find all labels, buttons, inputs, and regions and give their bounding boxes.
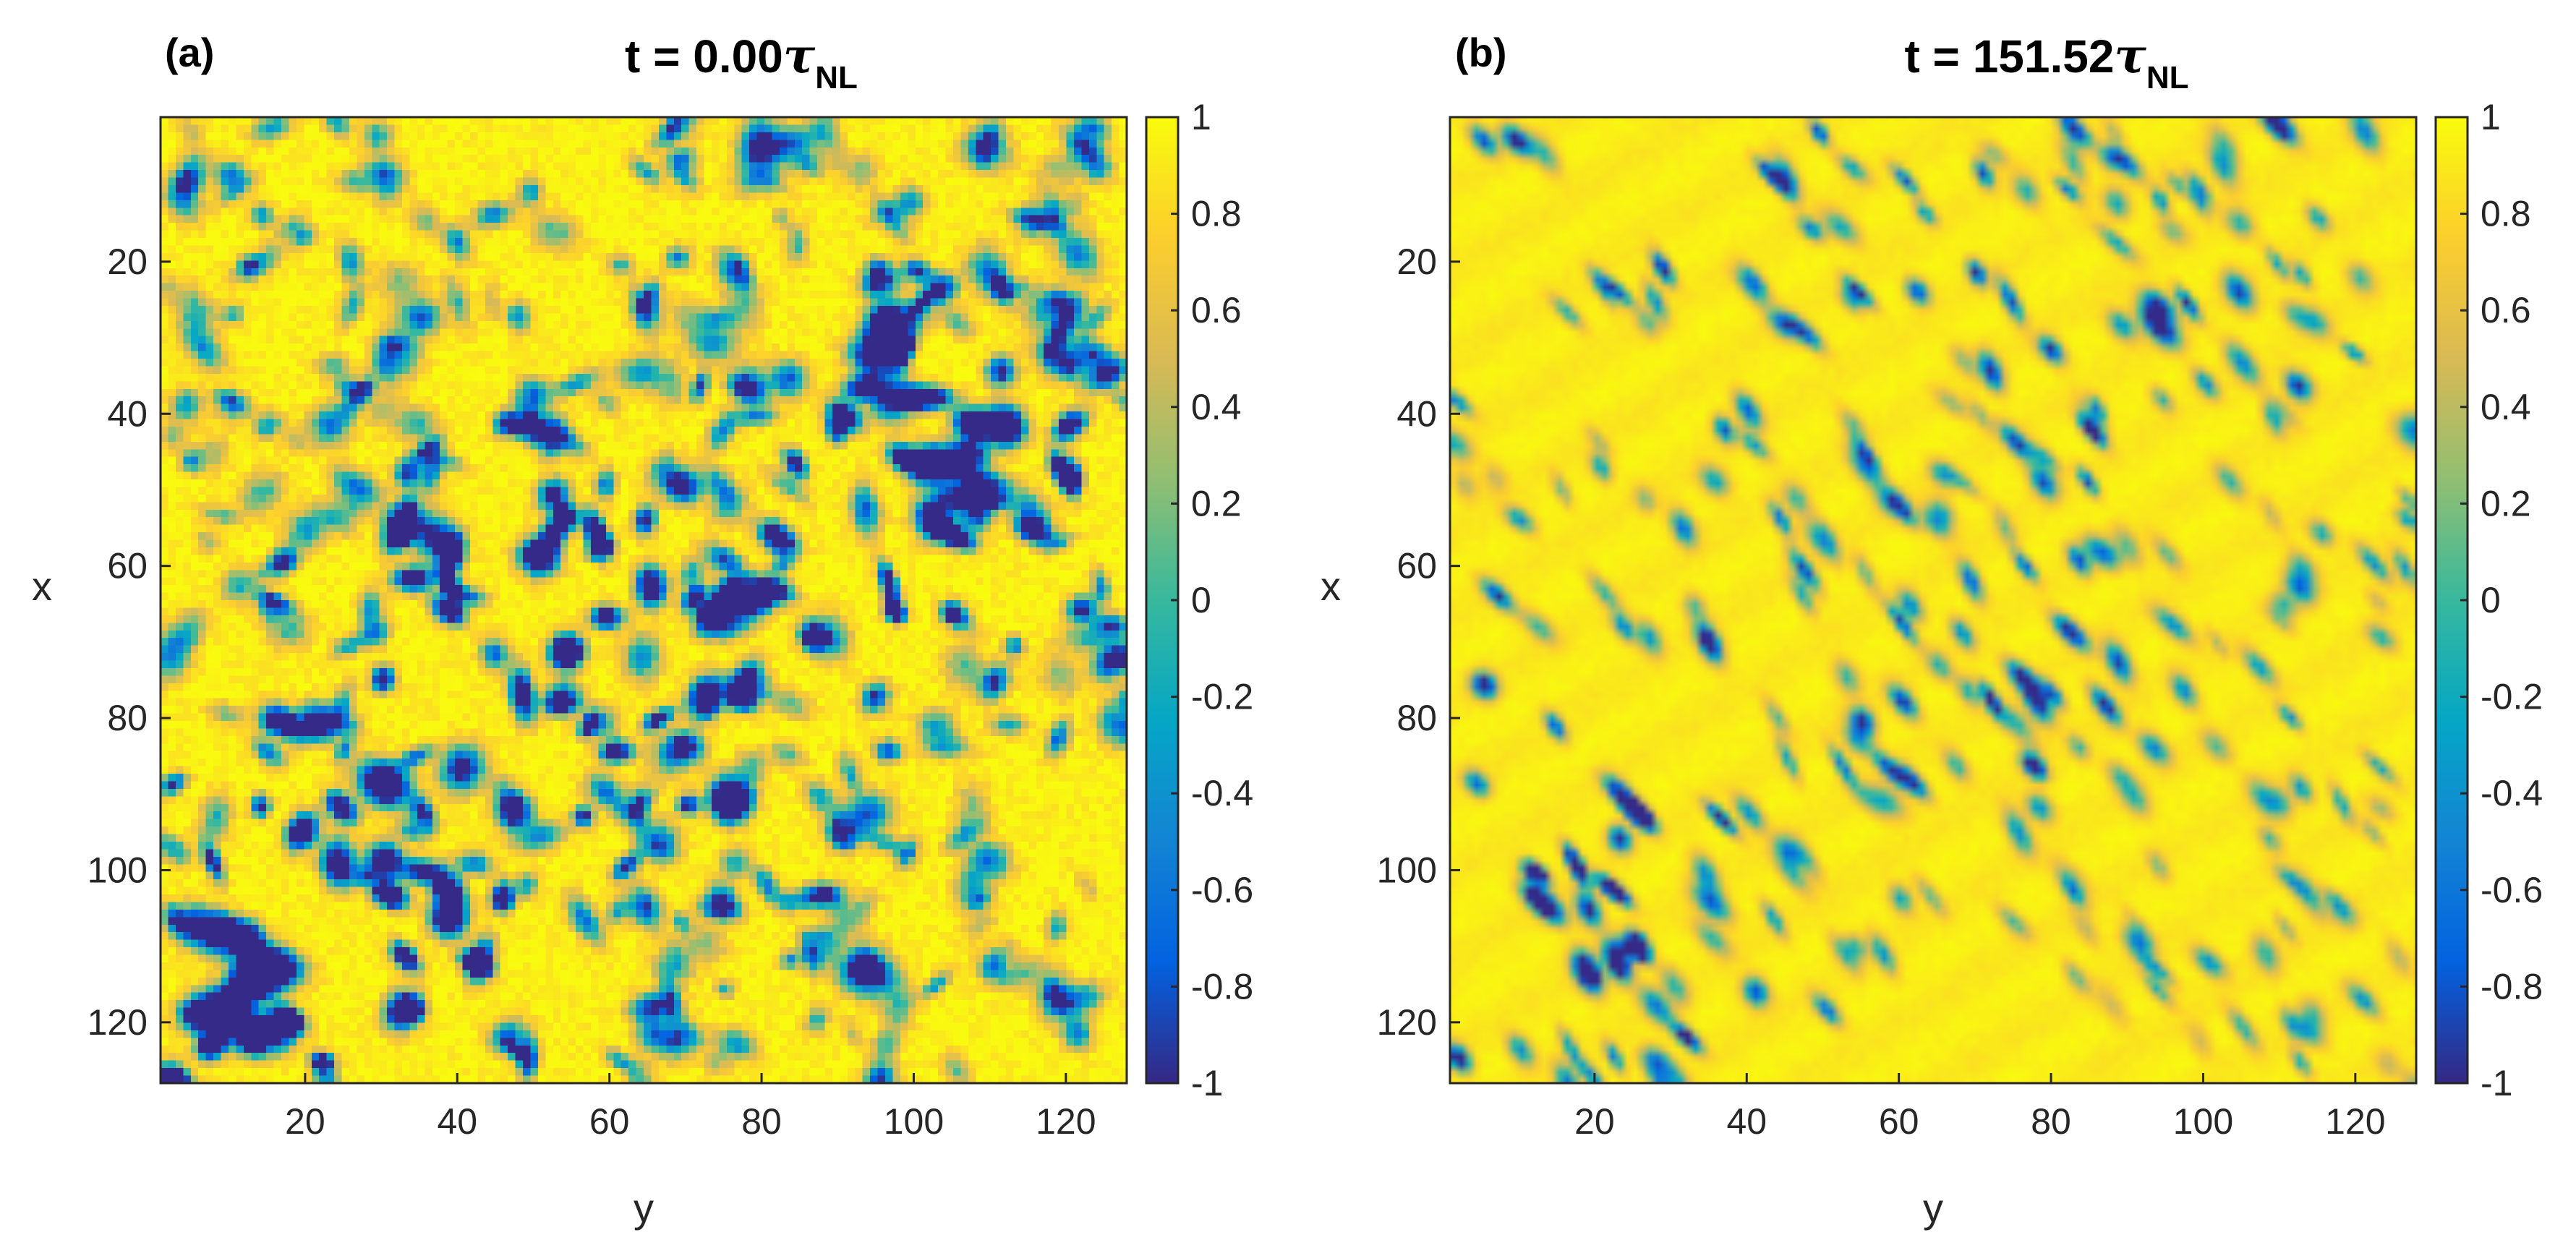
b-colorbar-tick-label: -0.8 — [2481, 966, 2543, 1007]
b-colorbar-tick-label: -1 — [2481, 1063, 2512, 1103]
b-colorbar-tick-label: 0.6 — [2481, 290, 2531, 330]
panel-a-axes-frame — [159, 116, 1128, 1085]
panel-a-colorbar-ticks: 1 0.8 0.6 0.4 0.2 0 -0.2 -0.4 -0.6 -0.8 -1 — [1171, 97, 1253, 1103]
b-xtick-label: 60 — [1879, 1101, 1919, 1142]
a-colorbar-tick-label: 1 — [1191, 97, 1211, 137]
a-xtick-label: 60 — [589, 1101, 630, 1142]
a-colorbar-tick-label: 0.2 — [1191, 483, 1242, 524]
panel-b-heatmap — [1450, 117, 2416, 1083]
b-colorbar-tick-label: 1 — [2481, 97, 2501, 137]
a-xtick-label: 120 — [1036, 1101, 1096, 1142]
b-ytick-label: 100 — [1377, 850, 1437, 890]
a-colorbar-tick-label: -0.2 — [1191, 677, 1253, 717]
b-colorbar-tick-label: 0 — [2481, 580, 2501, 620]
a-ytick-label: 100 — [88, 850, 148, 890]
a-ytick-label: 20 — [107, 242, 148, 282]
b-ytick-label: 120 — [1377, 1002, 1437, 1043]
panel-b-xlabel: y — [1923, 1185, 1943, 1231]
b-xtick-label: 100 — [2173, 1101, 2233, 1142]
a-colorbar-tick-label: -0.6 — [1191, 870, 1253, 910]
a-colorbar-tick-label: 0.6 — [1191, 290, 1242, 330]
panel-b-ylabel: x — [1321, 563, 1341, 609]
panel-a-y-ticks: 20 40 60 80 100 120 — [88, 242, 171, 1043]
b-colorbar-tick-label: -0.6 — [2481, 870, 2543, 910]
b-colorbar-tick-label: -0.4 — [2481, 773, 2543, 813]
b-xtick-label: 40 — [1726, 1101, 1767, 1142]
b-xtick-label: 80 — [2031, 1101, 2071, 1142]
panel-b-y-ticks: 20 40 60 80 100 120 — [1377, 242, 1460, 1043]
panel-a-title-prefix: t = 0.00 — [625, 30, 783, 82]
panel-b-title-symbol: τ — [2114, 27, 2146, 84]
a-xtick-label: 40 — [437, 1101, 477, 1142]
b-ytick-label: 80 — [1396, 698, 1437, 738]
a-xtick-label: 100 — [884, 1101, 944, 1142]
panel-a-x-ticks: 20 40 60 80 100 120 — [285, 1073, 1096, 1142]
panel-a-tag: (a) — [165, 30, 214, 75]
a-colorbar-tick-label: -1 — [1191, 1063, 1223, 1103]
panel-a-heatmap-container — [161, 117, 1127, 1083]
b-ytick-label: 60 — [1396, 546, 1437, 586]
panel-b-tag: (b) — [1455, 30, 1507, 75]
a-colorbar-tick-label: 0.4 — [1191, 387, 1242, 427]
panel-b-title-prefix: t = 151.52 — [1904, 30, 2114, 82]
panel-a-title-symbol: τ — [783, 27, 816, 84]
panel-b: (b) t = 151.52τNL 20 40 60 80 100 120 20 40 60 8… — [1321, 27, 2543, 1231]
a-colorbar-tick-label: 0.8 — [1191, 194, 1242, 234]
panel-a-heatmap — [161, 117, 1127, 1083]
b-colorbar-tick-label: 0.4 — [2481, 387, 2531, 427]
panel-a-xlabel: y — [634, 1185, 654, 1231]
panel-b-colorbar-ticks: 1 0.8 0.6 0.4 0.2 0 -0.2 -0.4 -0.6 -0.8 -1 — [2460, 97, 2543, 1103]
panel-b-heatmap-container — [1450, 117, 2416, 1083]
a-xtick-label: 20 — [285, 1101, 325, 1142]
panel-a-ylabel: x — [32, 563, 52, 609]
a-ytick-label: 60 — [107, 546, 148, 586]
panel-a-title-subscript: NL — [815, 60, 858, 95]
b-colorbar-tick-label: 0.2 — [2481, 483, 2531, 524]
panel-a: (a) t = 0.00τNL 20 40 60 80 100 120 20 40 60 80 1… — [32, 27, 1253, 1231]
b-colorbar-tick-label: 0.8 — [2481, 194, 2531, 234]
panel-b-title-subscript: NL — [2146, 60, 2189, 95]
b-ytick-label: 40 — [1396, 393, 1437, 434]
b-xtick-label: 120 — [2325, 1101, 2385, 1142]
a-xtick-label: 80 — [741, 1101, 782, 1142]
b-ytick-label: 20 — [1396, 242, 1437, 282]
b-colorbar-tick-label: -0.2 — [2481, 677, 2543, 717]
a-ytick-label: 80 — [107, 698, 148, 738]
panel-a-title: t = 0.00τNL — [625, 27, 858, 95]
panel-b-title: t = 151.52τNL — [1904, 27, 2188, 95]
a-ytick-label: 40 — [107, 393, 148, 434]
a-ytick-label: 120 — [88, 1002, 148, 1043]
a-colorbar-tick-label: -0.8 — [1191, 966, 1253, 1007]
a-colorbar-tick-label: 0 — [1191, 580, 1211, 620]
panel-b-x-ticks: 20 40 60 80 100 120 — [1574, 1073, 2386, 1142]
panel-b-axes-frame — [1449, 116, 2418, 1085]
a-colorbar-tick-label: -0.4 — [1191, 773, 1253, 813]
b-xtick-label: 20 — [1574, 1101, 1615, 1142]
